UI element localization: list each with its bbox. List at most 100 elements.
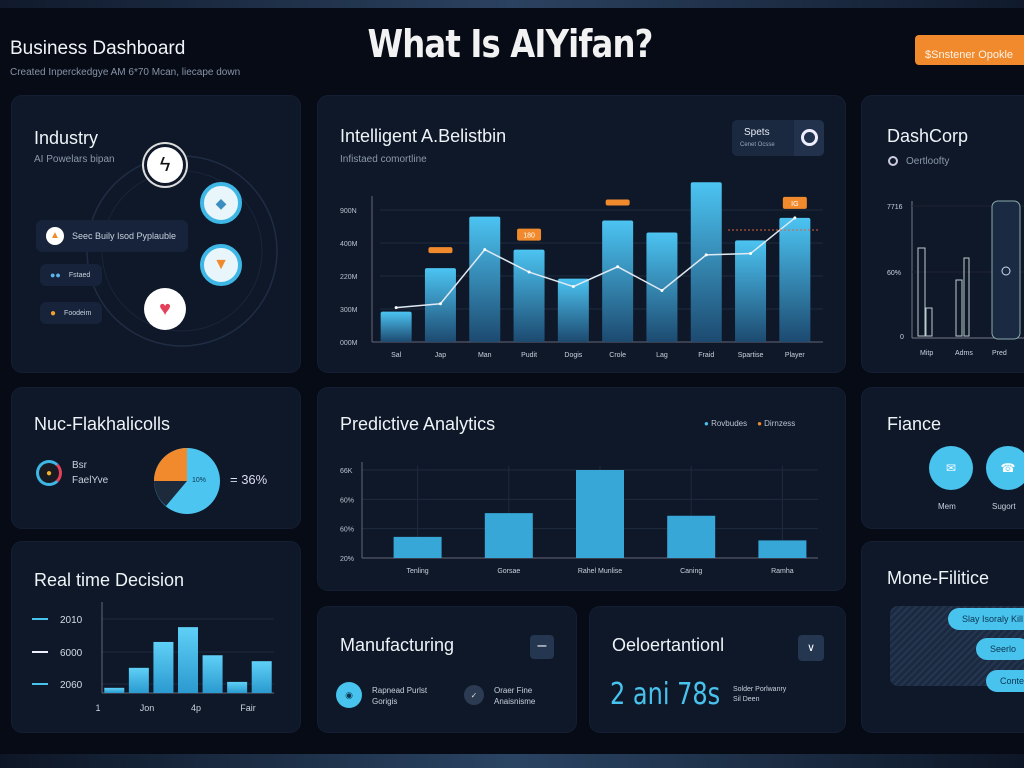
x-tick-label: Caning [680,568,702,575]
x-tick-label: Player [785,352,806,359]
ring-icon [800,129,818,146]
line-point [793,216,797,220]
intelligent-title: Intelligent A.Belistbin [340,126,507,146]
dashcorp-subtitle: Oertloofty [906,156,950,167]
legend-dot-icon: ● [704,419,712,428]
legend-label: Dirnzess [764,419,796,428]
intelligent-chart: 900N 400M 220M 300M 000M Sal Jap Man Pudit Dogis C… [340,182,823,359]
collapse-button[interactable]: – [530,635,554,659]
pie-chart [154,448,220,514]
pill-button[interactable]: Contee [986,670,1024,692]
leaf-icon: ✓ [464,685,484,705]
y-tick-label: 300M [340,307,358,314]
item2: Oraer Fine Anaisnisme [494,685,535,707]
pill-button[interactable]: Slay Isoraly Kill 5 [948,608,1024,630]
fiance-title: Fiance [887,414,942,434]
item1: Rapnead Purlst Gorigis [372,685,427,707]
highlight-chip[interactable]: ▲ Seec Buily Isod Pyplauble [36,220,188,252]
chip-label: Foodeim [64,309,92,317]
x-tick-label: Man [478,352,492,359]
mone-title: Mone-Filitice [887,568,990,588]
x-tick-label: Crole [609,352,626,359]
gauge-icon: ◉ [336,682,362,708]
bar [917,247,926,337]
caption-line: Sil Deen [733,696,760,703]
x-tick-label: Pudit [521,352,537,359]
y-tick-label: 000M [340,340,358,347]
legend-label: Rovbudes [711,419,748,428]
x-tick-label: 4p [191,703,201,713]
support-button[interactable]: ☎ [986,446,1024,490]
annotation-tag [428,247,453,254]
fish-icon[interactable]: ◆ [200,182,242,224]
y-tick-label: 60% [340,527,354,534]
refresh-button[interactable] [794,120,824,156]
bar [576,470,624,558]
chip-foodeim[interactable]: ● Foodeim [40,302,102,324]
bar [104,687,125,693]
predictive-chart: 66K 60% 60% 20% Tenling Gorsae Rahel Munlise Ca… [340,462,818,575]
line-point [527,270,531,274]
y-tick-label: 2060 [60,680,83,691]
item2-line: Anaisnisme [494,697,536,706]
bar [227,681,248,693]
bar [690,182,722,342]
device-dial [1001,266,1011,276]
annotation-tag [782,196,807,209]
mem-label: Mem [938,502,956,511]
caption-line: Solder Porlwanry [733,686,787,693]
cloud-icon: ●● [50,270,61,280]
bar [128,667,149,693]
bar [251,661,272,693]
x-tick-label: Dogis [564,352,582,359]
x-tick-label: Ramha [771,568,794,575]
x-tick-label: Jon [140,703,155,713]
bar [557,278,589,342]
legend-item: ● Dirnzess [757,419,795,428]
y-tick-label: 66K [340,468,353,475]
y-tick: 7716 [887,204,903,211]
item1-line: Rapnead Purlst [372,686,428,695]
x-tick-label: Fair [240,703,256,713]
chip-fstaed[interactable]: ●● Fstaed [40,264,102,286]
globe-icon [888,156,898,166]
bar [513,249,545,342]
y-tick-label: 900N [340,208,357,215]
fox-icon[interactable]: ▼ [200,244,242,286]
pill-button[interactable]: Seerlo [976,638,1024,660]
manufacturing-panel: Manufacturing – ◉ Rapnead Purlst Gorigis … [318,607,576,732]
lightning-icon[interactable]: ϟ [144,144,186,186]
bar [646,232,678,342]
avatar: ● [36,460,62,486]
spets-widget[interactable]: Spets Cenet Ocsse [732,120,824,156]
manufacturing-title: Manufacturing [340,635,455,655]
chevron-down-icon[interactable]: ∨ [798,635,824,661]
nuc-label: Bsr [72,460,87,471]
line-point [749,252,753,256]
y-tick-label: 2010 [60,615,83,626]
industry-title: Industry [34,128,99,148]
x-tick-label: Rahel Munlise [578,568,622,575]
line-point [616,265,620,269]
oeloert-panel: Oeloertantionl ∨ 2 ani 78s Solder Porlwa… [590,607,845,732]
heart-icon[interactable]: ♥ [144,288,186,330]
x-tick-label: Lag [656,352,668,359]
legend-dot-icon: ● [757,419,765,428]
bar [393,536,442,558]
bar [963,257,970,337]
mone-panel: Mone-Filitice Slay Isoraly Kill 5 Seerlo… [862,542,1024,732]
industry-panel: Industry AI Powelars bipan ϟ ◆ ▼ ♥ ▲ Seec… [12,96,300,372]
bar [178,627,198,693]
bottom-accent-bar [0,754,1024,768]
support-label: Sugort [992,502,1016,511]
nuc-panel: Nuc-Flakhalicolls ● Bsr FaelYve 10% = 36… [12,388,300,528]
oeloert-title: Oeloertantionl [612,635,725,655]
x-tick-label: Fraid [698,352,714,359]
y-tick: 0 [900,334,904,341]
warning-icon: ▲ [46,227,64,245]
mem-button[interactable]: ✉ [929,446,973,490]
pie-slice-dark [154,481,187,506]
cta-button[interactable]: $Snstener Opokle [915,35,1024,65]
line-point [704,253,708,257]
legend: ● Rovbudes ● Dirnzess [704,419,795,428]
